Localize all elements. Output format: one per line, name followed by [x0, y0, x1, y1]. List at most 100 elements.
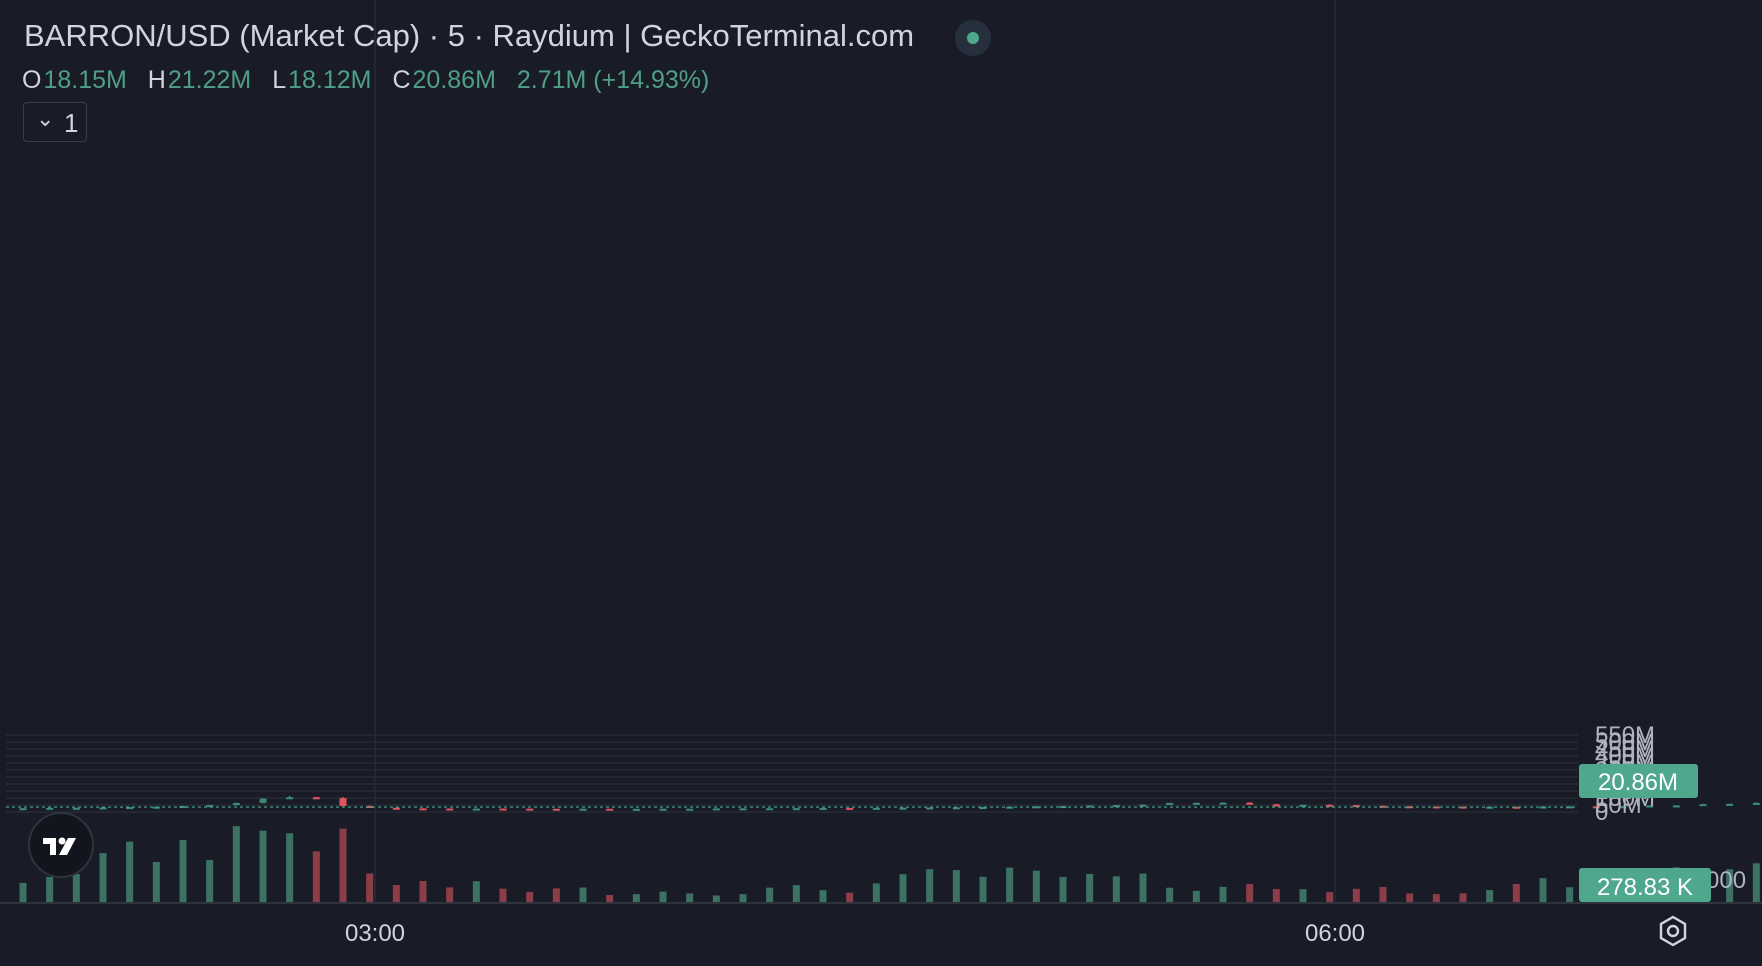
candle-down	[446, 808, 454, 811]
volume-bar-up	[926, 869, 934, 902]
candle-up	[819, 807, 827, 810]
volume-bar-down	[606, 895, 614, 902]
volume-bar-down	[419, 880, 427, 902]
volume-bar-down	[552, 888, 560, 902]
candle-up	[739, 808, 747, 811]
candle-down	[419, 808, 427, 811]
candle-down	[312, 797, 320, 800]
current-volume-badge: 278.83 K	[1579, 868, 1711, 902]
candle-up	[632, 808, 640, 811]
candle-up	[792, 808, 800, 811]
cropped-volume-axis-label: 000	[1706, 867, 1746, 894]
volume-bar-up	[872, 883, 880, 902]
volume-bar-up	[1219, 886, 1227, 902]
volume-bar-up	[899, 874, 907, 902]
chart-grid	[0, 0, 1762, 904]
candle-up	[1646, 805, 1654, 808]
volume-bar-down	[1379, 886, 1387, 902]
volume-bar-down	[312, 851, 320, 902]
volume-bar-up	[1566, 887, 1574, 902]
volume-bar-up	[232, 826, 240, 902]
volume-bar-up	[1006, 867, 1014, 902]
volume-bar-up	[1192, 890, 1200, 902]
candle-up	[579, 808, 587, 811]
indicator-count: 1	[64, 108, 79, 138]
tradingview-logo-icon[interactable]	[28, 812, 94, 878]
price-tick-label: 450M	[1595, 736, 1655, 763]
candle-down	[526, 808, 534, 811]
candle-down	[1326, 804, 1334, 807]
volume-bar-down	[846, 892, 854, 902]
candle-down	[1512, 806, 1520, 809]
candle-up	[72, 807, 80, 810]
candle-up	[979, 807, 987, 810]
volume-bar-down	[366, 873, 374, 902]
volume-bar-up	[19, 882, 27, 902]
settings-hexagon-icon[interactable]	[1656, 914, 1690, 948]
candle-up	[1139, 804, 1147, 807]
candle-up	[952, 807, 960, 810]
low-label: L	[272, 66, 287, 94]
candle-up	[1619, 806, 1627, 809]
volume-bar-up	[259, 830, 267, 902]
volume-bar-up	[1299, 889, 1307, 902]
candle-up	[1726, 803, 1734, 806]
volume-bar-down	[339, 828, 347, 902]
open-label: O	[22, 66, 42, 94]
chart-title: BARRON/USD (Market Cap) · 5 · Raydium | …	[24, 18, 915, 53]
volume-bar-down	[1246, 883, 1254, 902]
volume-bar-up	[1086, 873, 1094, 902]
candle-up	[46, 807, 54, 810]
volume-bar-up	[979, 876, 987, 902]
candle-up	[99, 807, 107, 810]
candle-down	[1406, 806, 1414, 809]
candle-up	[872, 807, 880, 810]
low-value: 18.12M	[288, 66, 372, 94]
volume-bar-down	[392, 885, 400, 902]
candle-up	[766, 808, 774, 811]
indicator-collapse-button[interactable]: ⌄ 1	[23, 102, 87, 142]
candle-up	[232, 802, 240, 806]
candle-up	[1006, 806, 1014, 809]
candle-up	[1032, 806, 1040, 809]
chevron-down-icon: ⌄	[36, 106, 55, 131]
time-tick-label: 03:00	[345, 920, 405, 947]
candle-down	[339, 798, 347, 806]
candle-up	[1086, 805, 1094, 808]
candle-up	[472, 808, 480, 811]
candle-down	[1592, 806, 1600, 809]
price-candles	[19, 795, 1760, 811]
volume-bar-down	[1459, 893, 1467, 902]
volume-bar-up	[686, 893, 694, 902]
volume-bar-up	[179, 839, 187, 902]
candle-up	[1166, 802, 1174, 805]
candle-up	[659, 808, 667, 811]
volume-bar-down	[1432, 894, 1440, 902]
change-value: 2.71M (+14.93%)	[516, 66, 710, 94]
volume-bar-down	[1272, 889, 1280, 902]
candle-down	[552, 808, 560, 811]
candle-up	[1672, 805, 1680, 808]
volume-bar-up	[46, 876, 54, 902]
volume-bar-down	[499, 888, 507, 902]
candle-down	[846, 807, 854, 810]
candle-up	[1219, 802, 1227, 805]
current-price-label: 20.86M	[1598, 769, 1678, 796]
candle-down	[499, 808, 507, 811]
volume-bar-up	[126, 841, 134, 902]
volume-bar-up	[1166, 887, 1174, 902]
price-tick-label: 550M	[1595, 722, 1655, 749]
candle-up	[712, 808, 720, 811]
candle-up	[126, 807, 134, 810]
volume-bar-up	[1059, 876, 1067, 902]
candle-down	[366, 805, 374, 808]
candle-up	[1299, 804, 1307, 807]
volume-bar-up	[766, 887, 774, 902]
candle-up	[206, 805, 214, 808]
close-value: 20.86M	[412, 66, 496, 94]
open-value: 18.15M	[43, 66, 127, 94]
close-label: C	[392, 66, 411, 94]
volume-bar-up	[792, 885, 800, 902]
